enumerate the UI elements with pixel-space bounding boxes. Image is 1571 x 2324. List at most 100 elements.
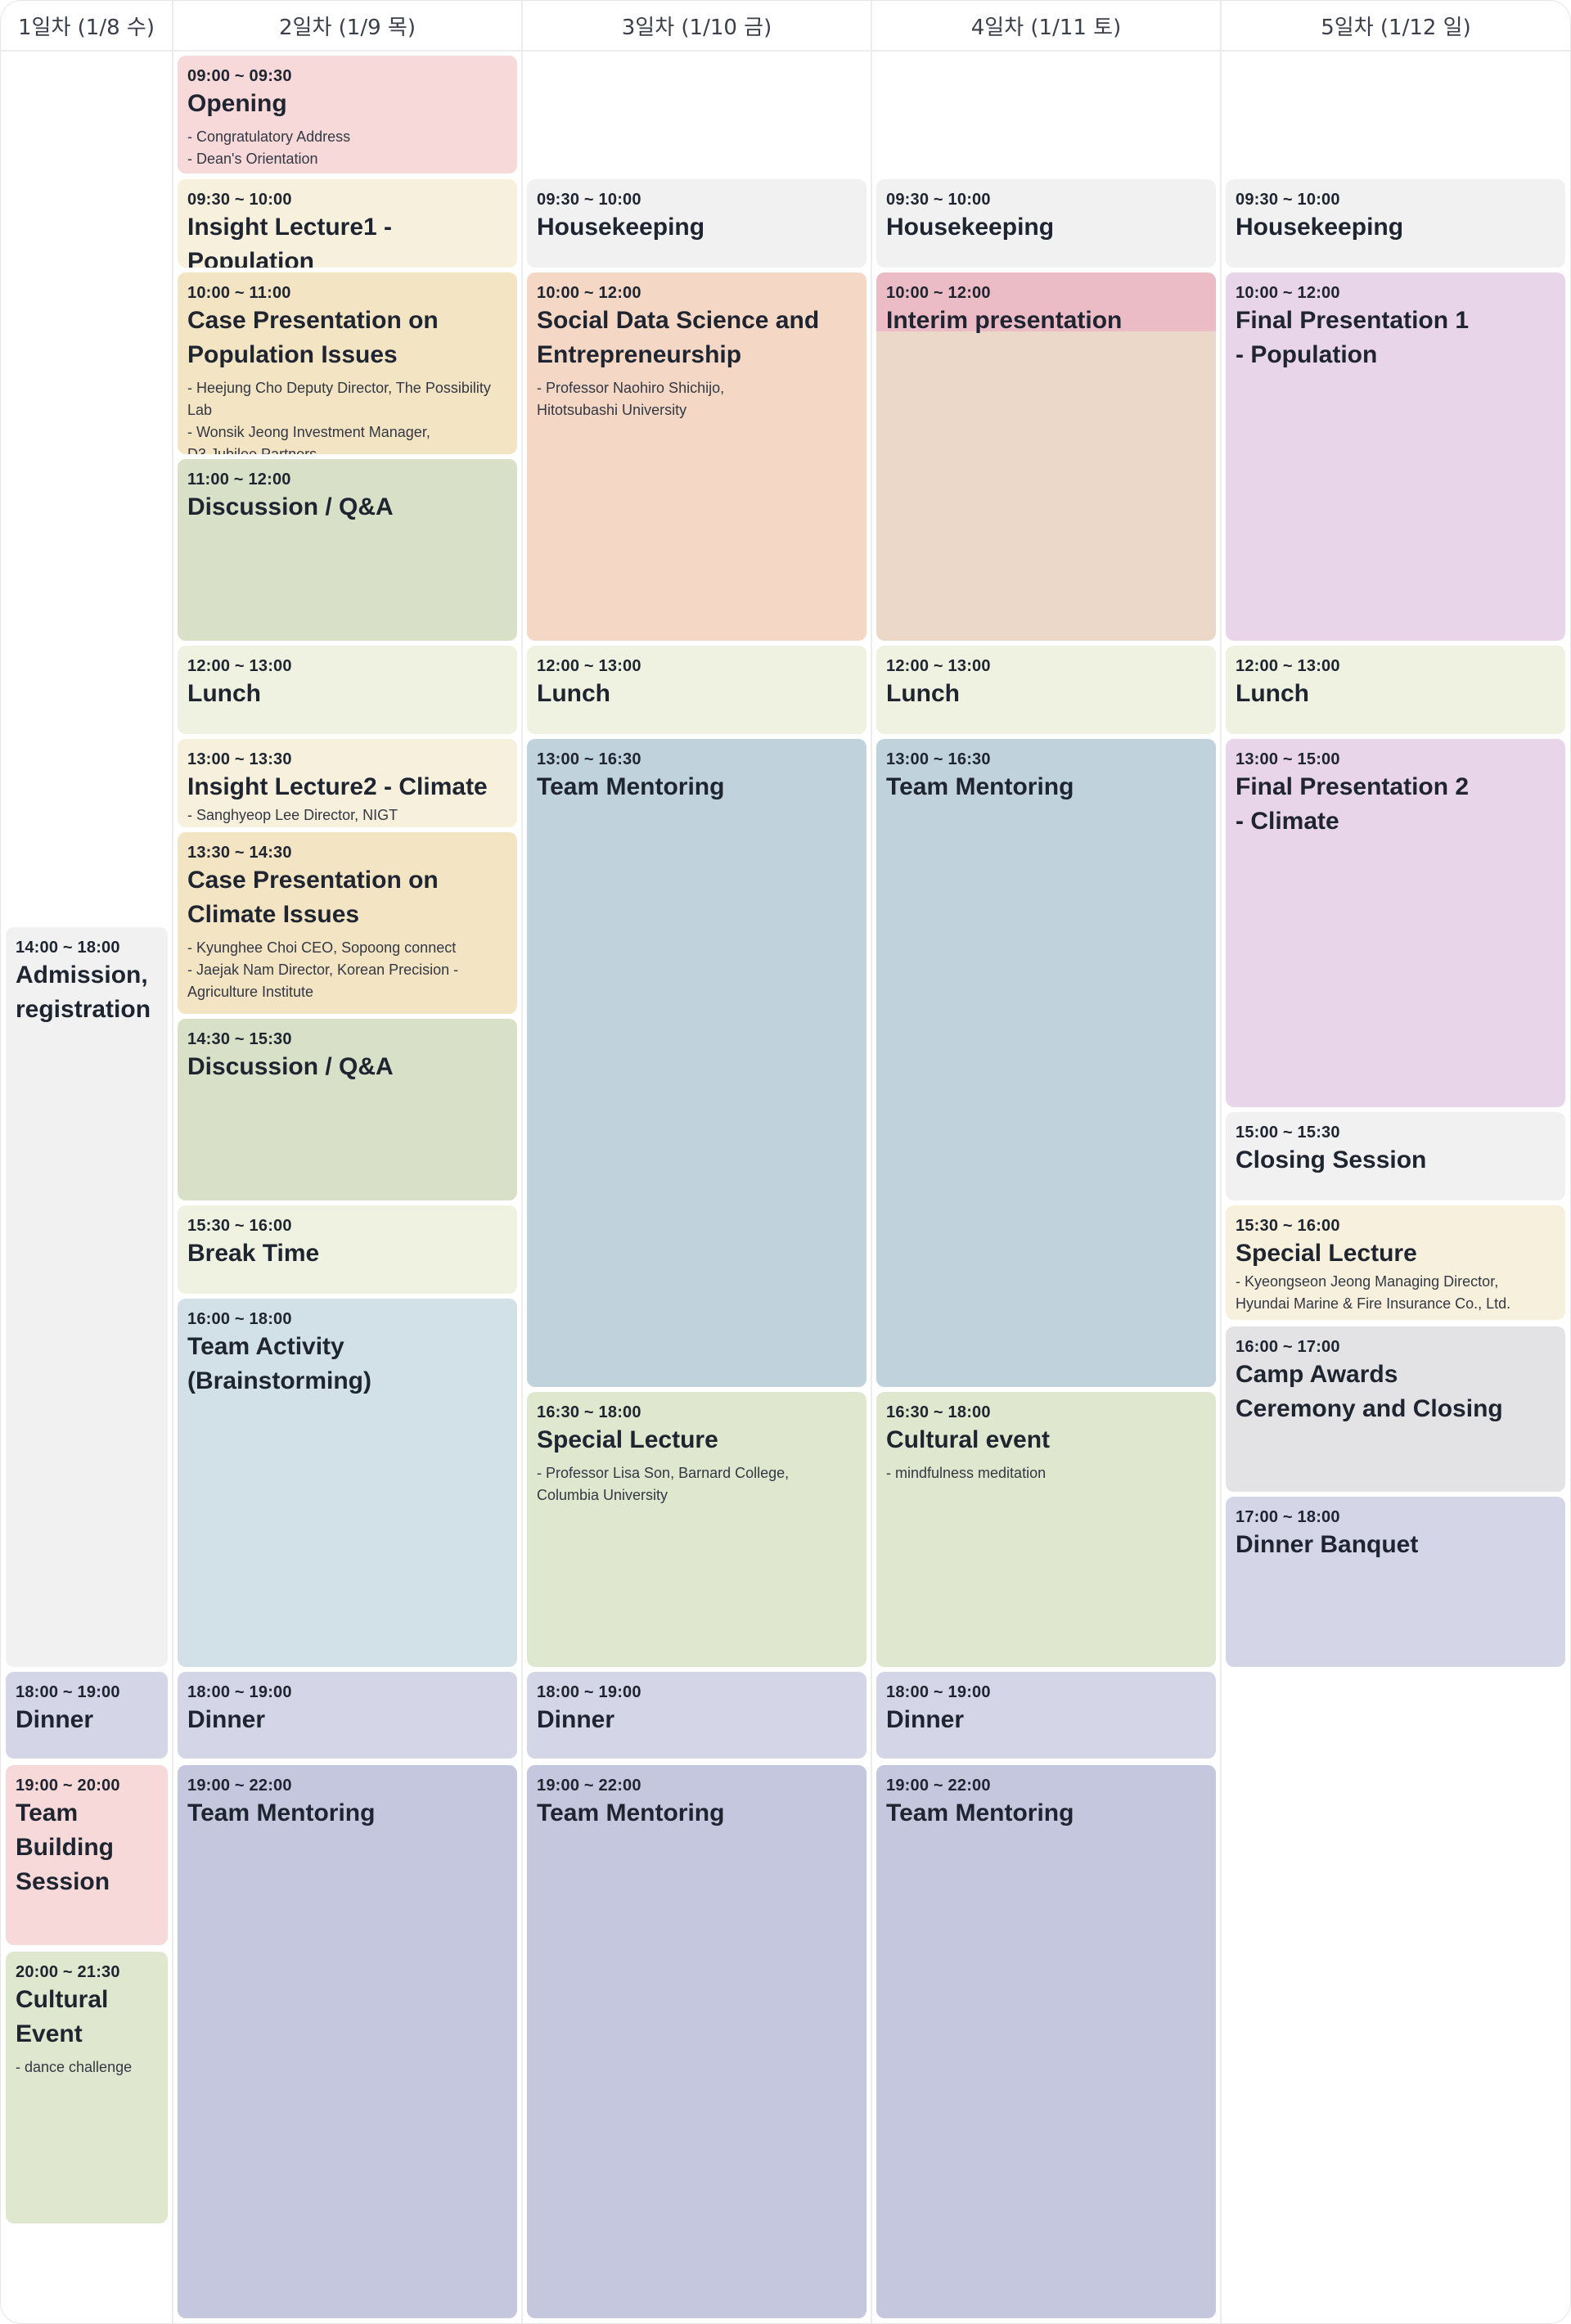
event-block[interactable]: 16:30 ~ 18:00 Cultural event - mindfulness… [876, 1392, 1216, 1667]
event-block[interactable]: 09:30 ~ 10:00 Insight Lecture1 - Populati… [178, 179, 517, 268]
event-block[interactable]: 12:00 ~ 13:00 Lunch [1226, 646, 1565, 734]
event-time: 13:00 ~ 15:00 [1236, 750, 1340, 768]
event-title: Cultural Event [16, 1986, 109, 2047]
event-content: 13:00 ~ 15:00 Final Presentation 2 - Clim… [1236, 749, 1555, 839]
event-content: 10:00 ~ 12:00 Interim presentation [886, 282, 1206, 338]
event-title: Dinner [16, 1706, 94, 1733]
day-header-4: 4일차 (1/11 토) [970, 15, 1122, 40]
event-time: 09:30 ~ 10:00 [886, 191, 991, 209]
event-time: 14:00 ~ 18:00 [16, 939, 120, 957]
event-title: Dinner [886, 1706, 965, 1733]
event-block[interactable]: 18:00 ~ 19:00 Dinner [876, 1672, 1216, 1759]
event-block[interactable]: 13:30 ~ 14:30 Case Presentation on Climat… [178, 832, 517, 1014]
event-block[interactable]: 09:00 ~ 09:30 Opening - Congratulatory Add… [178, 56, 517, 173]
event-block[interactable]: 13:00 ~ 15:00 Final Presentation 2 - Clim… [1226, 739, 1565, 1107]
event-title: Housekeeping [886, 214, 1055, 241]
event-content: 20:00 ~ 21:30 Cultural Event - dance chall… [16, 1961, 158, 2079]
event-content: 09:30 ~ 10:00 Housekeeping [886, 189, 1206, 245]
event-content: 19:00 ~ 22:00 Team Mentoring [886, 1775, 1206, 1831]
event-content: 19:00 ~ 22:00 Team Mentoring [537, 1775, 857, 1831]
event-details: - mindfulness meditation [886, 1462, 1206, 1484]
event-detail: - Kyunghee Choi CEO, Sopoong connect [187, 939, 457, 956]
event-content: 09:30 ~ 10:00 Housekeeping [537, 189, 857, 245]
event-time: 09:00 ~ 09:30 [187, 67, 292, 85]
event-content: 13:00 ~ 16:30 Team Mentoring [537, 749, 857, 804]
event-time: 18:00 ~ 19:00 [886, 1683, 991, 1701]
event-title: Team Building Session [16, 1799, 114, 1895]
event-block[interactable]: 18:00 ~ 19:00 Dinner [178, 1672, 517, 1759]
event-time: 10:00 ~ 11:00 [187, 284, 291, 302]
event-block[interactable]: 09:30 ~ 10:00 Housekeeping [876, 179, 1216, 268]
event-time: 16:30 ~ 18:00 [537, 1403, 641, 1421]
event-block[interactable]: 19:00 ~ 22:00 Team Mentoring [876, 1765, 1216, 2318]
event-title: Housekeeping [537, 214, 705, 241]
event-block[interactable]: 10:00 ~ 12:00 Interim presentation [876, 272, 1216, 641]
event-title: Team Mentoring [537, 773, 725, 800]
event-time: 10:00 ~ 12:00 [886, 284, 991, 302]
event-block[interactable]: 12:00 ~ 13:00 Lunch [527, 646, 867, 734]
event-block[interactable]: 20:00 ~ 21:30 Cultural Event - dance chall… [6, 1952, 168, 2223]
event-block[interactable]: 19:00 ~ 20:00 Team Building Session [6, 1765, 168, 1945]
event-block[interactable]: 11:00 ~ 12:00 Discussion / Q&A [178, 459, 517, 641]
event-title: Special Lecture [1236, 1240, 1417, 1267]
event-detail: - Dean's Orientation [187, 151, 318, 167]
event-detail: - Professor Lisa Son, Barnard College, C… [537, 1465, 790, 1503]
event-block[interactable]: 15:00 ~ 15:30 Closing Session [1226, 1112, 1565, 1200]
event-title: Discussion / Q&A [187, 1053, 394, 1080]
event-content: 19:00 ~ 20:00 Team Building Session [16, 1775, 158, 1899]
event-block[interactable]: 10:00 ~ 11:00 Case Presentation on Popula… [178, 272, 517, 454]
event-block[interactable]: 13:00 ~ 13:30 Insight Lecture2 - Climate -… [178, 739, 517, 827]
event-block[interactable]: 13:00 ~ 16:30 Team Mentoring [527, 739, 867, 1387]
event-title: Team Mentoring [187, 1799, 376, 1826]
event-content: 09:00 ~ 09:30 Opening - Congratulatory Add… [187, 65, 507, 170]
event-block[interactable]: 15:30 ~ 16:00 Break Time [178, 1205, 517, 1294]
event-title: Team Mentoring [886, 773, 1074, 800]
event-time: 19:00 ~ 22:00 [886, 1777, 991, 1795]
event-content: 18:00 ~ 19:00 Dinner [187, 1682, 507, 1737]
event-block[interactable]: 15:30 ~ 16:00 Special Lecture - Kyeongseon… [1226, 1205, 1565, 1320]
event-block[interactable]: 12:00 ~ 13:00 Lunch [876, 646, 1216, 734]
event-title: Case Presentation on Population Issues [187, 307, 439, 368]
event-content: 19:00 ~ 22:00 Team Mentoring [187, 1775, 507, 1831]
event-title: Admission, registration [16, 962, 151, 1023]
event-block[interactable]: 10:00 ~ 12:00 Social Data Science and Ent… [527, 272, 867, 641]
event-content: 16:30 ~ 18:00 Special Lecture - Professor … [537, 1402, 857, 1507]
event-block[interactable]: 14:30 ~ 15:30 Discussion / Q&A [178, 1019, 517, 1200]
event-block[interactable]: 12:00 ~ 13:00 Lunch [178, 646, 517, 734]
event-time: 19:00 ~ 20:00 [16, 1777, 120, 1795]
event-title: Housekeeping [1236, 214, 1404, 241]
event-detail: - Wonsik Jeong Investment Manager, D3 Ju… [187, 424, 430, 454]
event-block[interactable]: 19:00 ~ 22:00 Team Mentoring [178, 1765, 517, 2318]
event-block[interactable]: 17:00 ~ 18:00 Dinner Banquet [1226, 1497, 1565, 1667]
event-block[interactable]: 16:00 ~ 17:00 Camp Awards Ceremony and Cl… [1226, 1326, 1565, 1492]
event-block[interactable]: 14:00 ~ 18:00 Admission, registration [6, 927, 168, 1667]
event-content: 18:00 ~ 19:00 Dinner [537, 1682, 857, 1737]
column-divider [1220, 1, 1222, 2323]
event-block[interactable]: 16:00 ~ 18:00 Team Activity (Brainstormin… [178, 1299, 517, 1667]
event-title: Lunch [537, 680, 610, 707]
event-time: 18:00 ~ 19:00 [16, 1683, 120, 1701]
event-block[interactable]: 19:00 ~ 22:00 Team Mentoring [527, 1765, 867, 2318]
event-detail: - Congratulatory Address [187, 128, 351, 145]
event-time: 11:00 ~ 12:00 [187, 471, 291, 489]
event-time: 15:30 ~ 16:00 [1236, 1217, 1340, 1235]
event-time: 09:30 ~ 10:00 [187, 191, 292, 209]
event-block[interactable]: 18:00 ~ 19:00 Dinner [527, 1672, 867, 1759]
event-details: - Kyunghee Choi CEO, Sopoong connect - Ja… [187, 937, 507, 1003]
event-content: 13:00 ~ 13:30 Insight Lecture2 - Climate -… [187, 749, 507, 826]
event-block[interactable]: 09:30 ~ 10:00 Housekeeping [527, 179, 867, 268]
event-detail: - Heejung Cho Deputy Director, The Possi… [187, 380, 491, 418]
event-block[interactable]: 16:30 ~ 18:00 Special Lecture - Professor … [527, 1392, 867, 1667]
event-content: 15:30 ~ 16:00 Break Time [187, 1215, 507, 1271]
header-divider [1, 50, 1570, 52]
event-block[interactable]: 18:00 ~ 19:00 Dinner [6, 1672, 168, 1759]
day-header-3: 3일차 (1/10 금) [621, 15, 772, 40]
event-time: 17:00 ~ 18:00 [1236, 1508, 1340, 1526]
event-content: 13:00 ~ 16:30 Team Mentoring [886, 749, 1206, 804]
event-block[interactable]: 09:30 ~ 10:00 Housekeeping [1226, 179, 1565, 268]
event-title: Lunch [1236, 680, 1309, 707]
event-details: - Professor Naohiro Shichijo, Hitotsubas… [537, 377, 857, 421]
event-block[interactable]: 10:00 ~ 12:00 Final Presentation 1 - Popu… [1226, 272, 1565, 641]
event-block[interactable]: 13:00 ~ 16:30 Team Mentoring [876, 739, 1216, 1387]
day-header-2: 2일차 (1/9 목) [279, 15, 416, 40]
